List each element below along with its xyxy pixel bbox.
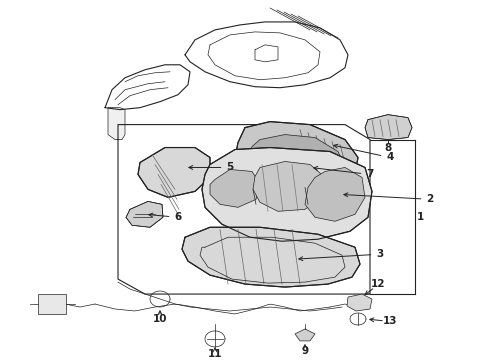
Bar xyxy=(38,294,66,314)
Polygon shape xyxy=(365,114,412,140)
Polygon shape xyxy=(182,227,360,287)
Polygon shape xyxy=(305,167,365,221)
Polygon shape xyxy=(126,201,163,227)
Polygon shape xyxy=(253,162,325,211)
Polygon shape xyxy=(210,170,260,207)
Text: 12: 12 xyxy=(371,279,385,289)
Text: 7: 7 xyxy=(314,166,374,179)
Polygon shape xyxy=(347,294,372,311)
Text: 5: 5 xyxy=(189,162,234,172)
Text: 10: 10 xyxy=(153,314,167,324)
Text: 2: 2 xyxy=(344,193,434,204)
Text: 13: 13 xyxy=(383,316,397,326)
Text: 1: 1 xyxy=(416,212,424,222)
Polygon shape xyxy=(138,148,210,197)
Text: 6: 6 xyxy=(149,212,182,222)
Polygon shape xyxy=(202,148,372,241)
Polygon shape xyxy=(240,149,252,166)
Polygon shape xyxy=(235,122,358,194)
Text: 8: 8 xyxy=(384,143,392,153)
Text: 4: 4 xyxy=(334,144,393,162)
Polygon shape xyxy=(108,108,125,140)
Text: 11: 11 xyxy=(208,349,222,359)
Text: 3: 3 xyxy=(299,249,384,261)
Polygon shape xyxy=(295,329,315,341)
Polygon shape xyxy=(248,135,345,189)
Text: 9: 9 xyxy=(301,346,309,356)
